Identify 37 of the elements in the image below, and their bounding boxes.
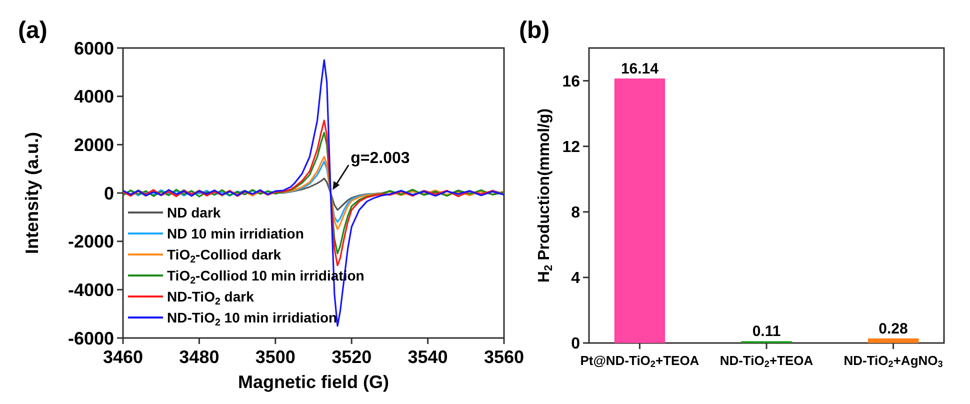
x-tick-label: Pt@ND-TiO$_{2}$+TEOA — [580, 353, 700, 370]
line-series — [123, 59, 504, 327]
y-tick-label: 2000 — [74, 134, 114, 155]
y-tick-label: 6000 — [74, 38, 114, 58]
y-tick-label: 0 — [571, 336, 580, 353]
x-tick-label: 3500 — [255, 347, 296, 367]
y-tick-label: 8 — [571, 204, 580, 222]
legend-label: ND 10 min irridiation — [167, 225, 304, 242]
y-tick-label: -4000 — [68, 280, 114, 300]
y-axis-title: Intensity (a.u.) — [22, 132, 42, 254]
x-tick-label: 3480 — [179, 347, 220, 367]
legend-label: ND-TiO$_{2}$ dark — [167, 288, 254, 307]
y-tick-label: 12 — [562, 138, 580, 156]
annotation: g=2.003 — [350, 150, 410, 167]
data-label: 0.11 — [752, 323, 781, 340]
x-tick-label: 3540 — [408, 347, 448, 367]
legend-label: ND dark — [167, 204, 221, 220]
line-series — [123, 120, 504, 266]
data-label: 0.28 — [878, 320, 908, 338]
chart-title: (a) — [18, 17, 48, 44]
y-tick-label: 4000 — [74, 86, 114, 107]
data-label: 16.14 — [620, 60, 660, 78]
chart-title: (b) — [519, 17, 550, 44]
x-axis-title: Magnetic field (G) — [238, 372, 390, 392]
y-tick-label: 4 — [571, 270, 580, 288]
y-tick-label: -2000 — [68, 232, 114, 252]
bar — [614, 78, 666, 343]
x-tick-label: ND-TiO$_{2}$+TEOA — [720, 353, 814, 370]
y-tick-label: 0 — [104, 183, 114, 204]
x-tick-label: ND-TiO$_{2}$+AgNO$_{3}$ — [844, 353, 943, 370]
x-tick-label: 3520 — [332, 347, 372, 367]
y-tick-label: 16 — [562, 73, 580, 90]
x-tick-label: 3460 — [102, 347, 144, 367]
legend-label: TiO$_{2}$-Colliod dark — [167, 246, 282, 265]
y-tick-label: -6000 — [68, 328, 114, 348]
bar — [868, 338, 919, 343]
x-tick-label: 3560 — [484, 347, 524, 367]
